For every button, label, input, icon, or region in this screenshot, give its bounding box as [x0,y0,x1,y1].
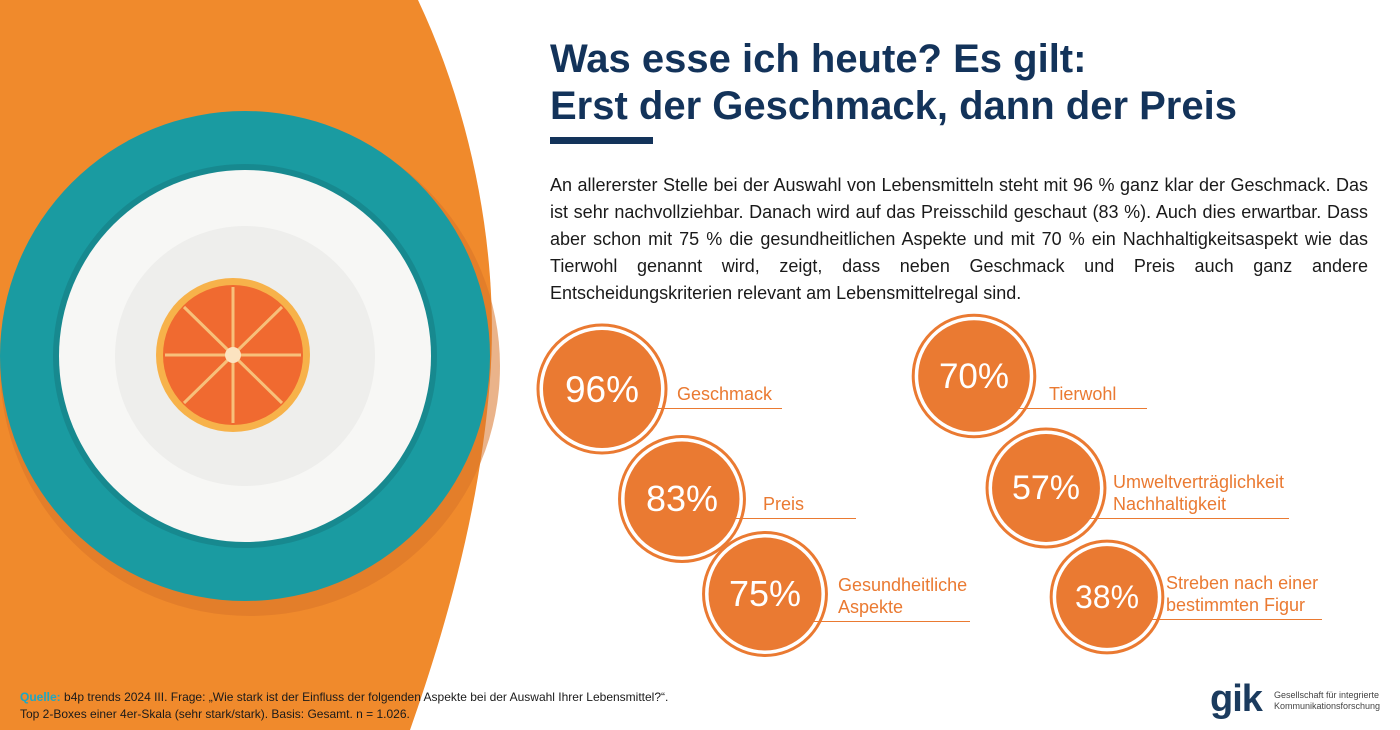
stat-label: Preis [763,493,804,515]
stat-label: Umweltverträglichkeit Nachhaltigkeit [1113,471,1284,515]
stat-label: Geschmack [677,383,772,405]
stat-label-line: Tierwohl [1049,384,1117,404]
stat-bubble [543,330,661,448]
gik-logo-text-line-1: Gesellschaft für integrierte [1274,690,1380,700]
stat-underline [1140,619,1322,620]
stat-value: 57% [1011,469,1081,507]
page-title: Was esse ich heute? Es gilt: Erst der Ge… [550,36,1237,130]
gik-logo-mark: gik [1210,678,1263,720]
stat-bubble [708,537,822,651]
stat-label: Gesundheitliche Aspekte [838,574,967,618]
stat-underline [1081,518,1289,519]
stat-label-line: Aspekte [838,597,904,617]
stat-bubble [1056,546,1158,648]
source-line-2: Top 2-Boxes einer 4er-Skala (sehr stark/… [20,707,410,721]
orange-slice-icon [156,278,310,432]
stat-label-line: Gesundheitliche [838,575,968,595]
stat-value: 75% [728,573,802,614]
title-line-1: Was esse ich heute? Es gilt: [550,37,1087,81]
stat-value: 96% [564,368,640,410]
source-note: Quelle: b4p trends 2024 III. Frage: „Wie… [20,689,668,723]
stat-bubble [918,320,1030,432]
gik-logo-text-line-2: Kommunikationsforschung [1274,701,1381,711]
title-underline [550,137,653,144]
stat-label: Tierwohl [1049,383,1116,405]
stat-label-line: bestimmten Figur [1166,595,1306,615]
stat-underline [801,621,970,622]
stat-label-line: Nachhaltigkeit [1113,494,1227,514]
source-key: Quelle: [20,690,61,704]
stat-label-line: Umweltverträglichkeit [1113,472,1285,492]
stat-bubble [624,441,740,557]
title-line-2: Erst der Geschmack, dann der Preis [550,84,1237,128]
stat-value: 38% [1074,579,1140,615]
stat-label: Streben nach einer bestimmten Figur [1166,572,1318,616]
stat-value: 83% [645,478,719,519]
stat-underline [640,408,782,409]
plate-illustration [0,0,500,730]
stat-label-line: Preis [763,494,805,514]
stat-underline [719,518,856,519]
intro-paragraph: An allererster Stelle bei der Auswahl vo… [550,175,1368,303]
stat-label-line: Streben nach einer [1166,573,1319,593]
stat-label-line: Geschmack [677,384,773,404]
stat-underline [1010,408,1147,409]
source-line-1: Quelle: b4p trends 2024 III. Frage: „Wie… [20,689,668,706]
gik-logo-text: Gesellschaft für integrierte Kommunikati… [1274,690,1400,712]
stat-bubble [992,434,1100,542]
source-text-1: b4p trends 2024 III. Frage: „Wie stark i… [60,690,669,704]
stat-value: 70% [938,356,1010,396]
